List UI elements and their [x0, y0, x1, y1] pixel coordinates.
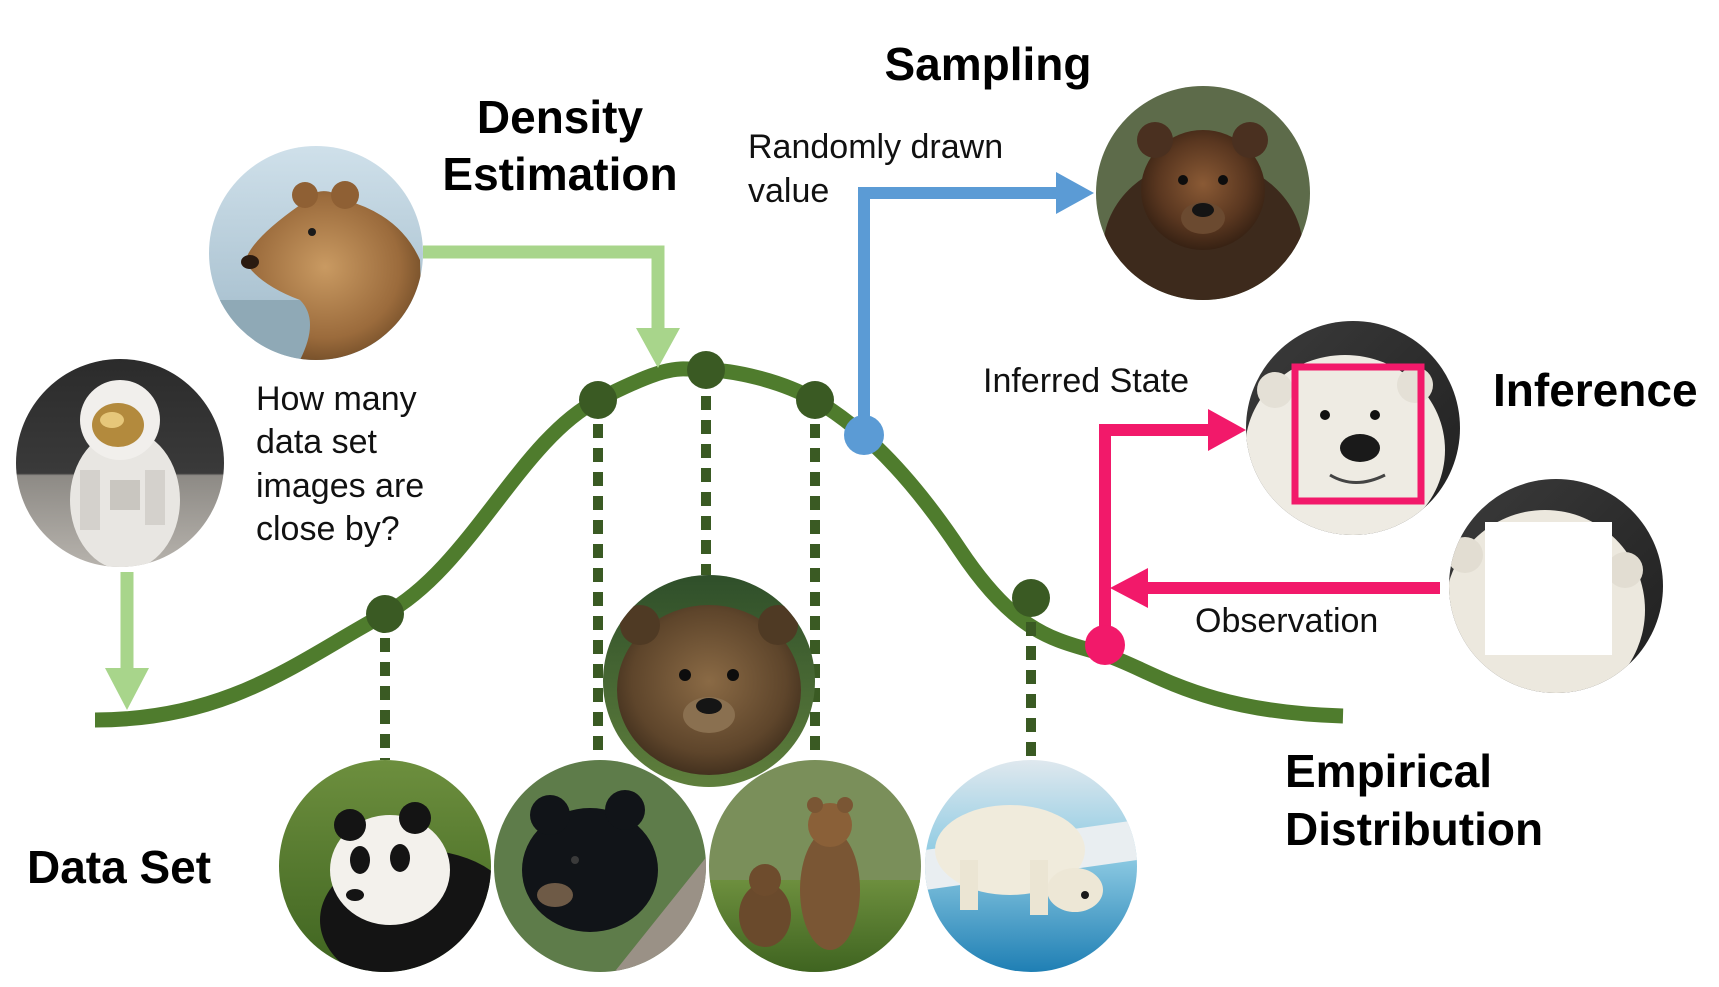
caption-randomly-drawn-line2: value: [748, 172, 829, 210]
caption-density-question-line1: How many: [256, 380, 417, 418]
query-image-brown-bear-profile: [209, 146, 423, 360]
dataset-point-polarwater: [1012, 579, 1050, 617]
inferred-image-polar-bear-face: [1246, 321, 1460, 535]
dataset-image-black-bear-cub: [494, 760, 706, 972]
density-arrows: [105, 245, 680, 710]
caption-randomly-drawn: Randomly drawn value: [748, 128, 1003, 210]
title-sampling: Sampling: [884, 38, 1091, 90]
dataset-image-panda: [279, 760, 491, 972]
query-image-astronaut: [16, 359, 224, 567]
dataset-image-polar-bear-water: [925, 760, 1137, 972]
density-arrow-astronaut-head: [105, 668, 149, 710]
caption-randomly-drawn-line1: Randomly drawn: [748, 128, 1003, 166]
title-inference: Inference: [1493, 364, 1698, 416]
title-empirical-distribution-line2: Distribution: [1285, 803, 1543, 855]
caption-inferred-state: Inferred State: [983, 362, 1189, 400]
inferred-face-highlight-box: [1291, 363, 1425, 505]
title-empirical-distribution-line1: Empirical: [1285, 745, 1492, 797]
dataset-points: [366, 351, 1050, 633]
dataset-point-standing: [796, 381, 834, 419]
dataset-drop-lines: [380, 372, 1036, 760]
dataset-point-center: [687, 351, 725, 389]
caption-density-question: How many data set images are close by?: [256, 380, 424, 548]
observation-image-polar-bear-masked: [1449, 479, 1663, 693]
density-arrow-bear-shaft: [423, 245, 665, 330]
dataset-point-blackcub: [579, 381, 617, 419]
caption-density-question-line4: close by?: [256, 510, 400, 548]
caption-density-question-line2: data set: [256, 423, 378, 461]
sampled-image-wet-grizzly: [1096, 86, 1310, 300]
sampling-point: [844, 415, 884, 455]
density-arrow-bear-head: [636, 328, 680, 368]
inference-arrows: [1085, 409, 1440, 665]
title-density-estimation-line2: Estimation: [442, 148, 677, 200]
inference-point: [1085, 625, 1125, 665]
title-density-estimation-line1: Density: [477, 91, 644, 143]
sampling-arrow: [844, 172, 1094, 455]
dataset-point-panda: [366, 595, 404, 633]
caption-observation: Observation: [1195, 602, 1378, 640]
dataset-image-standing-bears: [709, 760, 921, 972]
observation-mask: [1485, 522, 1612, 655]
dataset-image-center-grizzly: [603, 575, 815, 787]
title-data-set: Data Set: [27, 841, 211, 893]
caption-density-question-line3: images are: [256, 467, 424, 505]
